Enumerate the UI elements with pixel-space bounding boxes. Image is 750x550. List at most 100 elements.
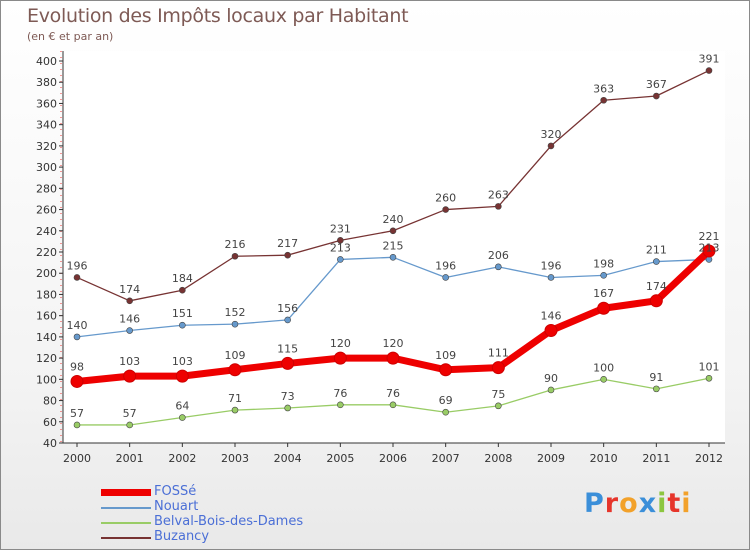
x-tick-label: 2001 [116,452,144,465]
data-label: 109 [435,349,456,362]
y-tick-label: 160 [36,310,57,323]
data-point [126,327,133,334]
legend-item-belval: Belval-Bois-des-Dames [101,514,401,530]
data-point [547,386,555,394]
legend-label-belval: Belval-Bois-des-Dames [154,514,304,529]
data-point [495,203,502,210]
data-label: 146 [541,310,562,323]
data-point [547,274,555,281]
data-point [231,406,239,414]
x-tick-label: 2009 [537,452,565,465]
y-tick-label: 240 [36,225,57,238]
data-label: 196 [541,259,562,272]
data-label: 196 [67,259,88,272]
y-tick-label: 380 [36,76,57,89]
data-label: 140 [67,319,88,332]
legend-swatch-buzancy [101,537,151,539]
data-point [705,374,713,382]
data-point [123,369,137,383]
data-point [442,274,449,281]
data-label: 91 [649,371,663,384]
data-label: 174 [119,283,140,296]
y-tick-label: 400 [36,55,57,68]
y-tick-label: 200 [36,267,57,280]
data-label: 101 [699,360,720,373]
y-tick-label: 220 [36,246,57,259]
data-label: 184 [172,272,193,285]
data-label: 156 [277,302,298,315]
data-point [179,414,186,421]
y-tick-label: 180 [36,288,57,301]
data-label: 152 [225,306,246,319]
data-point [73,333,81,341]
data-point [126,297,133,305]
legend-swatch-fosse [101,489,151,496]
data-label: 71 [228,392,242,405]
data-point [653,92,660,100]
data-label: 57 [123,407,137,420]
y-tick-label: 320 [36,140,57,153]
x-tick-label: 2003 [221,452,249,465]
data-label: 73 [281,390,295,403]
data-point [389,227,397,235]
data-point [231,320,239,328]
chart-legend: FOSSé Nouart Belval-Bois-des-Dames Buzan… [101,484,401,545]
data-point [491,361,505,375]
data-label: 263 [488,188,509,201]
data-label: 215 [383,239,404,252]
data-point [386,351,400,365]
data-label: 111 [488,347,509,360]
data-label: 213 [699,241,720,254]
data-point [442,408,449,416]
x-tick-label: 2005 [326,452,354,465]
data-label: 391 [699,53,720,66]
data-label: 213 [330,241,351,254]
x-tick-label: 2010 [590,452,618,465]
data-label: 69 [439,394,453,407]
y-tick-label: 60 [43,416,57,429]
chart-title: Evolution des Impôts locaux par Habitant [27,5,409,27]
data-point [231,252,239,260]
data-point [284,404,291,412]
legend-item-fosse: FOSSé [101,484,401,500]
logo-letter: P [584,488,605,519]
y-tick-label: 280 [36,182,57,195]
x-tick-label: 2012 [695,452,723,465]
data-point [337,256,344,263]
data-point [600,376,607,383]
data-point [70,374,84,388]
data-label: 216 [225,238,246,251]
data-label: 76 [386,387,400,400]
logo-letter: x [638,488,658,519]
legend-swatch-nouart [101,507,151,509]
data-label: 115 [277,342,298,355]
data-point [337,237,344,244]
data-label: 206 [488,249,509,262]
legend-item-nouart: Nouart [101,499,401,515]
data-point [389,401,397,409]
legend-label-fosse: FOSSé [154,484,197,499]
legend-label-nouart: Nouart [154,499,199,514]
data-label: 109 [225,349,246,362]
data-point [284,316,291,324]
chart-subtitle: (en € et par an) [27,30,114,43]
y-tick-label: 100 [36,373,57,386]
data-label: 57 [70,407,84,420]
data-point [649,294,663,308]
data-label: 217 [277,237,298,250]
x-tick-label: 2002 [168,452,196,465]
data-point [442,206,449,213]
data-point [228,363,242,377]
data-label: 90 [544,372,558,385]
data-point [281,356,295,370]
y-tick-label: 140 [36,331,57,344]
logo-letter: i [681,488,692,519]
data-label: 146 [119,313,140,326]
data-point [544,324,558,338]
data-point [653,385,660,393]
data-label: 120 [330,337,351,350]
data-label: 260 [435,192,456,205]
data-label: 221 [699,230,720,243]
